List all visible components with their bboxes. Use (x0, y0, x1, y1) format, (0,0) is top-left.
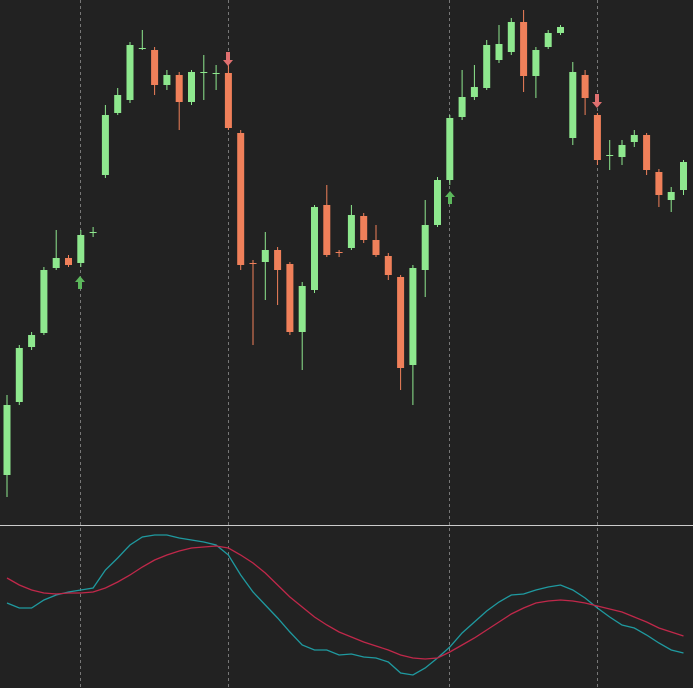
candle-body (138, 48, 146, 49)
candle-body (569, 72, 577, 138)
candle-body (77, 235, 85, 263)
candle-body (372, 240, 380, 255)
sell-arrow (223, 52, 233, 66)
candle-body (101, 115, 109, 175)
candle-body (200, 72, 208, 73)
candle-body (3, 405, 11, 475)
candle-body (655, 172, 663, 195)
candle-body (360, 216, 368, 240)
indicator (6, 534, 684, 676)
candle-body (249, 263, 257, 264)
candle-body (335, 252, 343, 253)
candle-body (507, 22, 515, 52)
candle-body (298, 286, 306, 332)
buy-arrow (75, 276, 85, 289)
candle-body (470, 87, 478, 97)
signal-arrows (75, 52, 602, 289)
candle-body (532, 50, 540, 76)
candle-body (593, 115, 601, 160)
candle-body (323, 205, 331, 255)
candle-body (274, 250, 282, 270)
candle-body (520, 22, 528, 76)
candle-body (483, 45, 491, 88)
candle-body (606, 155, 614, 156)
candle-body (347, 215, 355, 248)
candles (3, 10, 687, 497)
candle-body (212, 73, 220, 74)
candle-body (409, 268, 417, 365)
candle-body (224, 73, 232, 128)
candle-body (286, 264, 294, 332)
candle-body (237, 133, 245, 265)
candle-body (40, 270, 48, 333)
sell-arrow (592, 94, 602, 108)
candle-body (434, 180, 441, 225)
candle-body (557, 27, 564, 33)
candle-body (544, 33, 552, 47)
candle-body (384, 256, 392, 275)
candle-body (52, 258, 60, 268)
candle-body (126, 45, 134, 100)
buy-arrow (445, 191, 455, 204)
candle-body (495, 44, 503, 60)
candle-body (188, 72, 195, 102)
candle-body (175, 75, 183, 102)
candle-body (261, 250, 269, 262)
candle-body (163, 75, 171, 85)
candle-body (28, 335, 36, 347)
candle-body (65, 258, 72, 265)
candle-body (397, 277, 405, 368)
indicator-line (6, 545, 684, 660)
candle-body (151, 50, 159, 85)
candle-body (667, 192, 675, 200)
candle-body (15, 348, 23, 402)
indicator-line (6, 534, 684, 676)
candle-body (618, 145, 626, 157)
candle-body (114, 95, 122, 113)
candle-body (581, 75, 589, 98)
candle-body (458, 97, 466, 117)
candle-body (421, 225, 429, 270)
candle-body (89, 232, 97, 233)
candle-body (446, 118, 454, 180)
candle-body (630, 135, 638, 142)
candle-body (311, 207, 318, 290)
candle-body (680, 162, 687, 190)
candle-body (643, 135, 651, 170)
